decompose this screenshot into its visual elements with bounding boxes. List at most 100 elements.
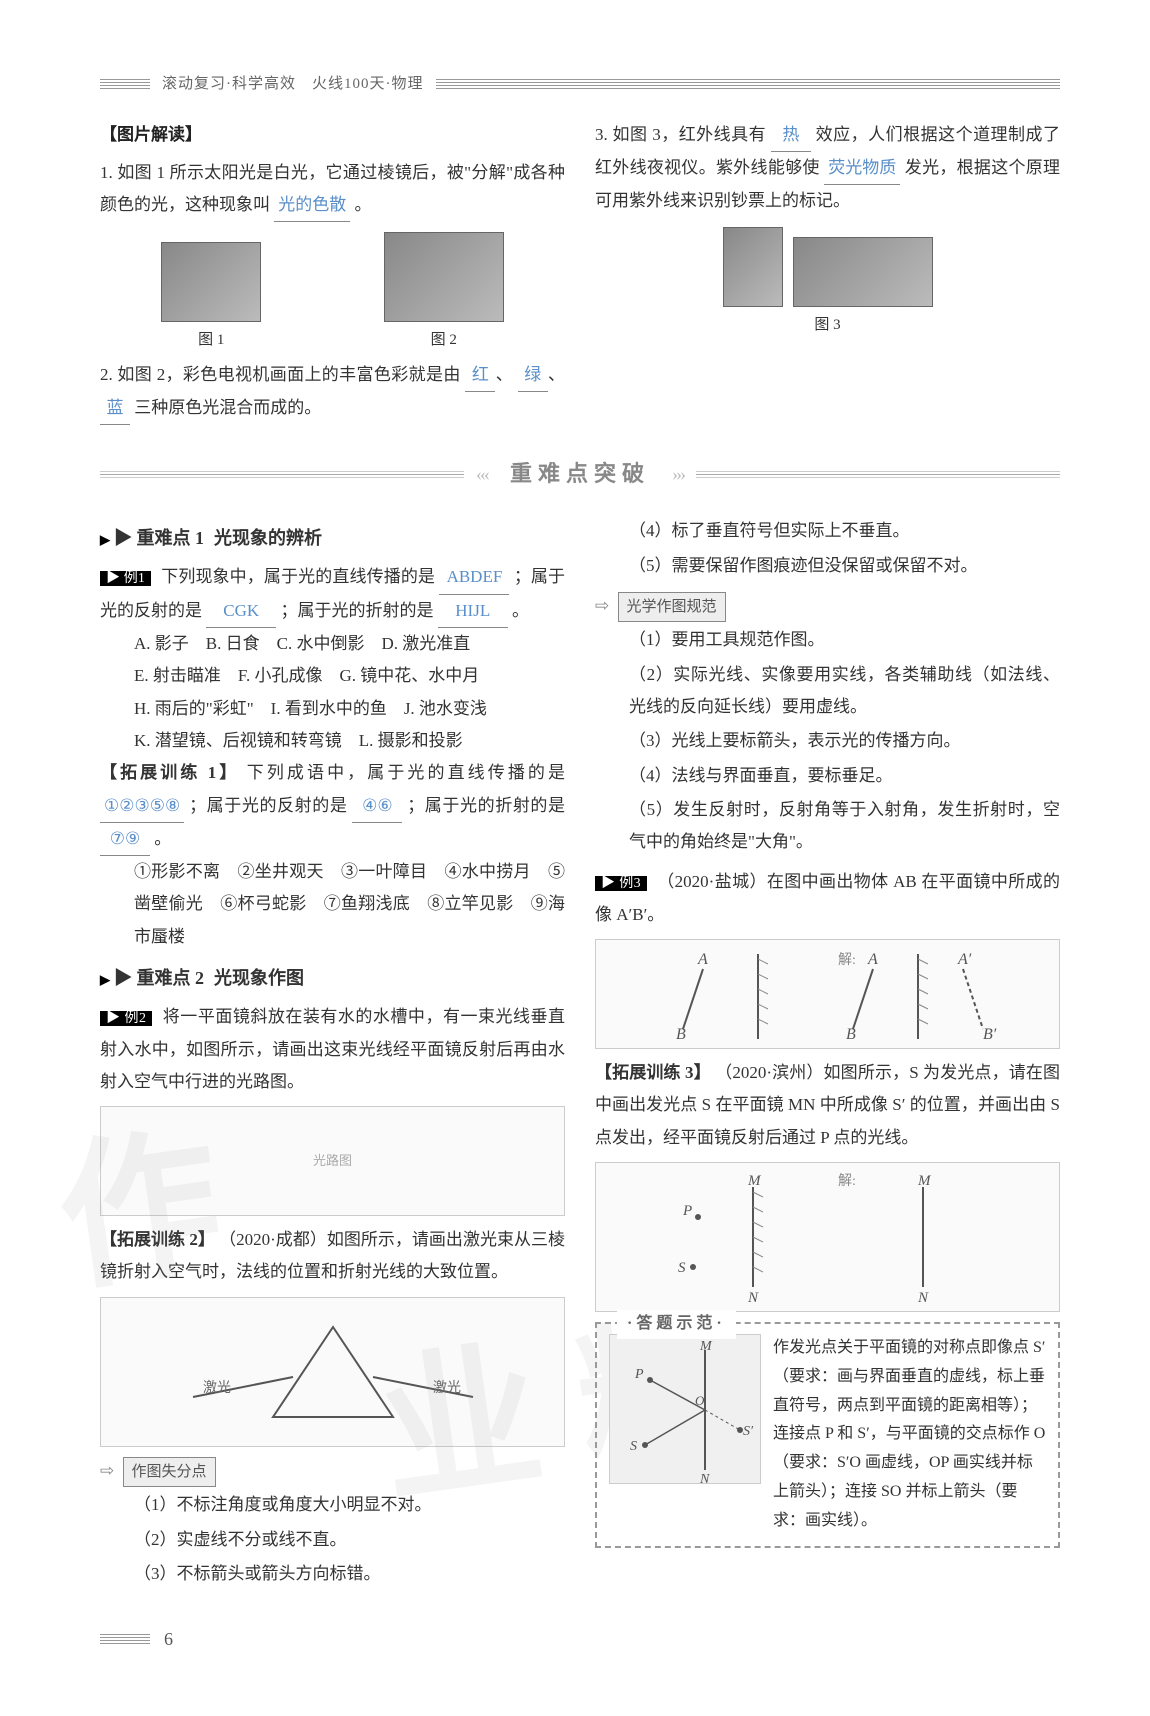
rule-5: （5）发生反射时，反射角等于入射角，发生折射时，空气中的角始终是"大角"。 [595, 794, 1060, 859]
page-footer: 6 [100, 1622, 1060, 1656]
fig1-img [161, 242, 261, 322]
page-number: 6 [164, 1622, 173, 1656]
hard1-title: 光现象的辨析 [214, 521, 322, 555]
hard2-header: ▶ 重难点 2 光现象作图 [100, 961, 565, 995]
svg-text:B′: B′ [983, 1026, 997, 1043]
ex1-b2: CGK [206, 595, 276, 628]
demo-diagram: M N P S S′ O [609, 1334, 761, 1484]
svg-text:S: S [678, 1260, 686, 1276]
ex1-opts: A. 影子 B. 日食 C. 水中倒影 D. 激光准直 E. 射击瞄准 F. 小… [100, 628, 565, 757]
q2-post: 三种原色光混合而成的。 [134, 398, 321, 417]
demo-box: ·答题示范· M N P S S′ O [595, 1322, 1060, 1548]
lose-4: （4）标了垂直符号但实际上不垂直。 [595, 515, 1060, 547]
ext1-m1: ；属于光的反射的是 [189, 796, 347, 815]
ex1-pre: 下列现象中，属于光的直线传播的是 [161, 567, 435, 586]
rule-2: （2）实际光线、实像要用实线，各类辅助线（如法线、光线的反向延长线）要用虚线。 [595, 659, 1060, 724]
ex3-text: （2020·盐城）在图中画出物体 AB 在平面镜中所成的像 A′B′。 [595, 872, 1060, 923]
svg-text:P: P [634, 1367, 644, 1382]
lose-3: （3）不标箭头或箭头方向标错。 [100, 1558, 565, 1590]
svg-text:B: B [676, 1026, 686, 1043]
ex2-tag: ▶ 例2 [100, 1011, 152, 1026]
ex3: ▶ 例3 （2020·盐城）在图中画出物体 AB 在平面镜中所成的像 A′B′。 [595, 866, 1060, 931]
ext1-b2: ④⑥ [352, 790, 402, 823]
main-left: ▶ 重难点 1 光现象的辨析 ▶ 例1 下列现象中，属于光的直线传播的是 ABD… [100, 513, 565, 1592]
svg-text:激光: 激光 [203, 1379, 231, 1396]
header-title: 滚动复习·科学高效 火线100天·物理 [150, 70, 436, 99]
ex1-m2: ；属于光的折射的是 [281, 601, 434, 620]
q1: 1. 如图 1 所示太阳光是白光，它通过棱镜后，被"分解"成各种颜色的光，这种现… [100, 157, 565, 223]
ext3: 【拓展训练 3】 （2020·滨州）如图所示，S 为发光点，请在图中画出发光点 … [595, 1057, 1060, 1154]
lose-1: （1）不标注角度或角度大小明显不对。 [100, 1489, 565, 1521]
prism-svg: 激光 激光 [173, 1307, 493, 1437]
ext3-svg: M N P S 解: M N [638, 1167, 1018, 1307]
lose-5: （5）需要保留作图痕迹但没保留或保留不对。 [595, 550, 1060, 582]
fig3-wrap: 图 3 [723, 227, 933, 340]
q1-post: 。 [355, 195, 372, 214]
svg-text:B: B [846, 1026, 856, 1043]
mirror-svg: A B 解: A B A′ B′ [638, 944, 1018, 1044]
main-right: （4）标了垂直符号但实际上不垂直。 （5）需要保留作图痕迹但没保留或保留不对。 … [595, 513, 1060, 1592]
hard2-title: 光现象作图 [214, 961, 304, 995]
q2-pre: 2. 如图 2，彩色电视机画面上的丰富色彩就是由 [100, 365, 461, 384]
header-rule-right [436, 79, 1061, 89]
demo-title: ·答题示范· [617, 1310, 736, 1339]
q2: 2. 如图 2，彩色电视机画面上的丰富色彩就是由 红、 绿、 蓝 三种原色光混合… [100, 359, 565, 426]
lose-2: （2）实虚线不分或线不直。 [100, 1524, 565, 1556]
ext1-label: 【拓展训练 1】 [100, 763, 239, 782]
ex2: ▶ 例2 将一平面镜斜放在装有水的水槽中，有一束光线垂直射入水中，如图所示，请画… [100, 1001, 565, 1098]
chev-left: ‹‹‹ [476, 457, 488, 491]
fig2-cap: 图 2 [384, 326, 504, 355]
intro-label: 【图片解读】 [100, 119, 565, 151]
rule-4: （4）法线与界面垂直，要标垂足。 [595, 760, 1060, 792]
fig1-wrap: 图 1 [161, 242, 261, 355]
ex1-b3: HIJL [438, 595, 508, 628]
q3-pre: 3. 如图 3，红外线具有 [595, 125, 766, 144]
hard1-tag: ▶ 重难点 1 [114, 521, 204, 555]
rule-header: 光学作图规范 [595, 590, 1060, 623]
svg-text:激光: 激光 [433, 1379, 461, 1396]
fig3-cap: 图 3 [723, 311, 933, 340]
lose-header: 作图失分点 [100, 1455, 565, 1488]
lose-tag: 作图失分点 [123, 1457, 216, 1488]
intro-left: 【图片解读】 1. 如图 1 所示太阳光是白光，它通过棱镜后，被"分解"成各种颜… [100, 119, 565, 426]
svg-text:N: N [917, 1290, 929, 1306]
svg-text:解:: 解: [838, 952, 856, 968]
chev-right: ››› [672, 457, 684, 491]
rule-tag: 光学作图规范 [618, 592, 726, 623]
ex3-diagram: A B 解: A B A′ B′ [595, 939, 1060, 1049]
fig2-wrap: 图 2 [384, 232, 504, 355]
fig1-cap: 图 1 [161, 326, 261, 355]
ext2-label: 【拓展训练 2】 [100, 1230, 215, 1249]
ext1-m2: ；属于光的折射的是 [407, 796, 565, 815]
svg-text:N: N [747, 1290, 759, 1306]
fig3-img-b [793, 237, 933, 307]
ext2: 【拓展训练 2】 （2020·成都）如图所示，请画出激光束从三棱镜折射入空气时，… [100, 1224, 565, 1289]
ex1: ▶ 例1 下列现象中，属于光的直线传播的是 ABDEF ；属于光的反射的是 CG… [100, 561, 565, 628]
hard1-header: ▶ 重难点 1 光现象的辨析 [100, 521, 565, 555]
svg-text:A: A [697, 951, 708, 968]
svg-text:P: P [682, 1203, 692, 1219]
ext3-diagram: M N P S 解: M N [595, 1162, 1060, 1312]
svg-text:A: A [867, 951, 878, 968]
q2-b2: 绿 [518, 359, 548, 392]
svg-text:A′: A′ [957, 951, 972, 968]
page-header: 滚动复习·科学高效 火线100天·物理 [100, 70, 1060, 99]
svg-text:O: O [695, 1393, 705, 1408]
fig2-img [384, 232, 504, 322]
ex1-post: 。 [512, 601, 529, 620]
ex1-b1: ABDEF [439, 561, 509, 594]
demo-text: 作发光点关于平面镜的对称点即像点 S′（要求：画与界面垂直的虚线，标上垂直符号，… [773, 1334, 1046, 1536]
header-rule-left [100, 79, 150, 89]
section-divider: ‹‹‹ 重难点突破 ››› [100, 453, 1060, 495]
main-section: ▶ 重难点 1 光现象的辨析 ▶ 例1 下列现象中，属于光的直线传播的是 ABD… [100, 513, 1060, 1592]
svg-text:S′: S′ [743, 1424, 754, 1439]
q3-b2: 荧光物质 [824, 152, 900, 185]
ext1-b3: ⑦⑨ [100, 823, 150, 856]
ex1-tag: ▶ 例1 [100, 571, 151, 586]
rule-1: （1）要用工具规范作图。 [595, 624, 1060, 656]
ext1-post: 。 [154, 829, 171, 848]
hard2-tag: ▶ 重难点 2 [114, 961, 204, 995]
intro-right: 3. 如图 3，红外线具有 热 效应，人们根据这个道理制成了红外线夜视仪。紫外线… [595, 119, 1060, 426]
q3: 3. 如图 3，红外线具有 热 效应，人们根据这个道理制成了红外线夜视仪。紫外线… [595, 119, 1060, 218]
ext3-label: 【拓展训练 3】 [595, 1063, 711, 1082]
